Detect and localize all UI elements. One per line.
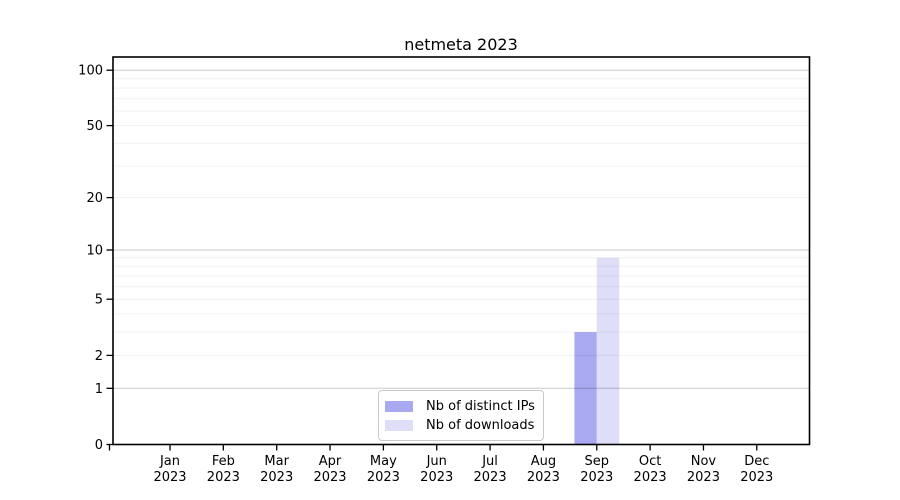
y-tick-label-2: 2 (95, 349, 103, 364)
legend-label-distinct-ips: Nb of distinct IPs (426, 399, 535, 414)
x-tick-label-sep: Sep (585, 454, 610, 469)
x-tick-sublabel-aug: 2023 (527, 470, 560, 485)
x-tick-sublabel-feb: 2023 (207, 470, 240, 485)
x-tick-label-jan: Jan (159, 454, 180, 469)
x-tick-label-nov: Nov (691, 454, 717, 469)
x-tick-sublabel-nov: 2023 (687, 470, 720, 485)
legend-label-downloads: Nb of downloads (426, 418, 535, 433)
legend-item-distinct-ips: Nb of distinct IPs (385, 398, 535, 415)
x-tick-label-mar: Mar (264, 454, 289, 469)
y-tick-label-1: 1 (95, 382, 103, 397)
x-tick-label-feb: Feb (212, 454, 235, 469)
x-tick-sublabel-jun: 2023 (420, 470, 453, 485)
x-tick-sublabel-oct: 2023 (634, 470, 667, 485)
x-tick-label-dec: Dec (744, 454, 769, 469)
y-tick-label-50: 50 (86, 119, 103, 134)
x-tick-label-aug: Aug (531, 454, 556, 469)
bar-sep-ips (574, 332, 597, 445)
x-tick-label-apr: Apr (319, 454, 342, 469)
x-tick-sublabel-mar: 2023 (260, 470, 293, 485)
x-tick-sublabel-dec: 2023 (740, 470, 773, 485)
legend-item-downloads: Nb of downloads (385, 417, 535, 434)
x-tick-label-jun: Jun (426, 454, 447, 469)
legend-swatch-distinct-ips (385, 401, 413, 412)
chart-title: netmeta 2023 (404, 35, 518, 54)
x-tick-label-oct: Oct (639, 454, 661, 469)
y-tick-label-5: 5 (95, 293, 103, 308)
y-tick-label-100: 100 (78, 64, 103, 79)
bar-sep-downloads (596, 257, 620, 445)
x-tick-sublabel-jan: 2023 (153, 470, 186, 485)
y-tick-label-0: 0 (95, 438, 103, 453)
legend: Nb of distinct IPs Nb of downloads (378, 390, 544, 441)
y-tick-label-20: 20 (86, 191, 103, 206)
x-tick-label-may: May (370, 454, 397, 469)
x-tick-sublabel-jul: 2023 (474, 470, 507, 485)
x-tick-label-jul: Jul (481, 454, 498, 469)
x-tick-sublabel-apr: 2023 (313, 470, 346, 485)
legend-swatch-downloads (385, 420, 413, 431)
x-tick-sublabel-sep: 2023 (580, 470, 613, 485)
x-tick-sublabel-may: 2023 (367, 470, 400, 485)
plot-frame (112, 56, 811, 446)
y-tick-label-10: 10 (86, 244, 103, 259)
